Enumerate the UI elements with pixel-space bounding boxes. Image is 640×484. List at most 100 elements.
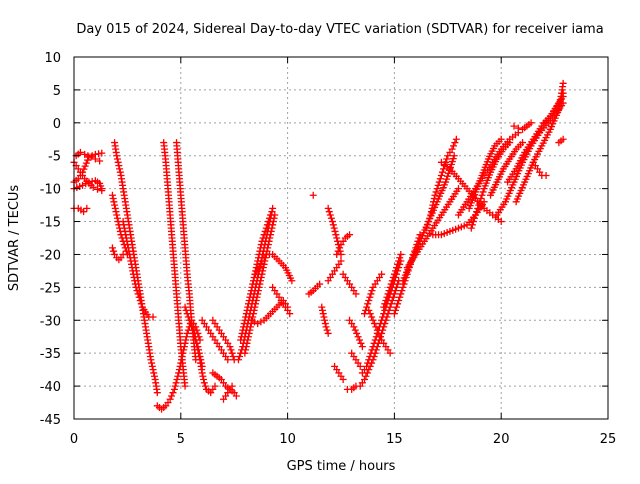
data-point [395,257,403,265]
data-point [383,293,391,301]
data-point [195,349,203,357]
data-point [232,392,240,400]
data-point [387,280,395,288]
data-point [253,293,261,301]
data-point [336,244,344,252]
data-point [98,185,106,193]
data-point [136,297,144,305]
series-track-11 [160,139,189,390]
data-point [324,204,332,212]
data-point [250,273,258,281]
series-track-43 [399,152,458,285]
data-point [388,277,396,285]
data-point [255,250,263,258]
data-point [364,359,372,367]
data-point [257,273,265,281]
data-point [247,290,255,298]
grid-layer [74,57,608,419]
data-point [224,356,232,364]
series-track-51 [493,99,567,219]
data-point [559,135,567,143]
series-track-35 [343,382,360,393]
data-point [471,214,478,222]
data-point [325,208,333,216]
data-point [173,376,181,384]
data-point [391,267,399,275]
data-point [211,382,219,390]
data-point [257,241,265,249]
data-point [256,247,264,255]
data-point [391,306,399,314]
data-point [81,150,89,158]
series-track-42 [403,185,462,272]
data-point [89,183,97,191]
series-track-38 [360,270,386,318]
data-point [366,310,374,318]
data-point [268,224,276,232]
data-point [166,395,174,403]
data-point [399,283,407,291]
data-point [249,277,257,285]
data-point [394,260,402,268]
data-point [384,290,392,298]
data-point [356,336,364,344]
data-point [329,221,337,229]
data-point [243,339,251,347]
data-point [201,382,209,390]
data-point [249,280,257,288]
y-tick-label: -15 [40,216,61,231]
x-tick-label: 25 [600,432,617,447]
data-point [174,372,182,380]
data-point [400,280,408,288]
series-track-48 [465,135,505,212]
data-point [254,287,262,295]
x-tick-label: 10 [279,432,296,447]
data-point [469,218,477,226]
data-point [367,290,375,298]
data-point [264,241,272,249]
data-point [448,145,456,153]
data-point [514,124,522,132]
data-point [170,385,178,393]
data-point [88,177,96,185]
data-point [371,336,379,344]
data-point [353,329,361,337]
data-point [82,180,90,188]
data-point [84,152,92,160]
data-point [377,320,385,328]
y-tick-label: -25 [40,281,61,296]
data-point [194,346,202,354]
data-point [200,379,208,387]
data-point [452,135,460,143]
data-point [322,323,330,331]
data-point [357,339,365,347]
data-point [244,303,252,311]
data-point [497,218,505,226]
data-point [372,323,380,331]
x-tick-label: 20 [493,432,510,447]
data-point [428,204,436,212]
data-point [369,343,377,351]
data-point [375,329,383,337]
data-point [378,270,386,278]
data-point [356,362,364,370]
data-point [95,150,103,158]
data-point [386,283,394,291]
data-point [259,234,267,242]
data-point [108,244,116,252]
data-point [478,191,486,199]
data-point [324,329,332,337]
data-point [559,92,567,100]
data-point [258,270,266,278]
data-point [243,306,251,314]
y-tick-label: -5 [48,150,61,165]
data-point [150,372,158,380]
data-point [113,211,121,219]
data-point [247,323,255,331]
data-point [380,310,388,318]
data-point [378,316,386,324]
y-tick-label: -10 [40,183,61,198]
data-point [318,303,326,311]
y-axis-label: SDTVAR / TECUs [7,185,22,292]
